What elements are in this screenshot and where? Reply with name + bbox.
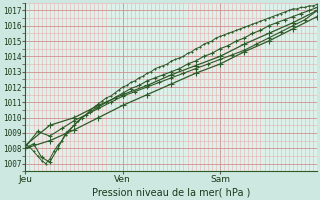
X-axis label: Pression niveau de la mer( hPa ): Pression niveau de la mer( hPa ) <box>92 187 251 197</box>
